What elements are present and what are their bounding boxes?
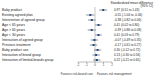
x-tick-label: -2: [77, 63, 80, 67]
row-label: Baby product use: [2, 48, 29, 52]
favours-left: Favours risk-based care: [61, 72, 94, 76]
point-estimate: [97, 34, 99, 36]
chart: Standardized mean difference(95% CI)-2-1…: [0, 0, 155, 80]
marks: [86, 9, 107, 61]
row-label: Previous treatment: [2, 43, 31, 47]
header: (95% CI): [140, 4, 153, 8]
ci-text: 0.41 (0.02 to 0.80): [114, 23, 139, 27]
ci-line: [86, 15, 94, 16]
row-label: Interaction of agreed group: [2, 38, 43, 42]
point-estimate: [93, 39, 95, 41]
point-estimate: [91, 29, 93, 31]
ci-line: [88, 30, 96, 31]
ci-line: [94, 50, 101, 51]
ci-text: -0.17 (-0.61 to 0.27): [114, 43, 141, 47]
ci-text: -0.07 (-0.49 to 0.35): [114, 38, 141, 42]
ci-text: 0.97 (0.51 to 1.43): [114, 8, 139, 12]
point-estimate: [95, 54, 97, 56]
x-tick-label: 1: [103, 63, 105, 67]
point-estimate: [96, 59, 98, 61]
point-estimate: [97, 24, 99, 26]
ci-text: 0.30 (-0.12 to 0.72): [114, 48, 140, 52]
ci-line: [91, 40, 98, 41]
point-estimate: [102, 9, 104, 11]
point-estimate: [93, 44, 95, 46]
ci-line: [92, 55, 99, 56]
ci-line: [90, 45, 97, 46]
x-tick-label: 2: [111, 63, 113, 67]
x-tick-label: -1: [85, 63, 88, 67]
row-label: Intervention of agreed group: [2, 18, 45, 22]
x-tick-label: 0: [94, 63, 96, 67]
favours-right: Favours risk management: [97, 72, 132, 76]
ci-line: [95, 25, 102, 26]
ci-line: [99, 10, 107, 11]
ci-text: 0.41 (0.03 to 0.79): [114, 33, 139, 37]
row-label: Interaction of brand group: [2, 53, 41, 57]
row-label: Age < 65 years: [2, 23, 25, 27]
ci-line: [95, 35, 101, 36]
point-estimate: [91, 19, 93, 21]
row-label: Interaction of limited-brands group: [2, 58, 54, 62]
null-line: [95, 7, 96, 62]
ci-text: 0.22 (-0.21 to 0.65): [114, 58, 140, 62]
ci-text: 0.13 (-0.30 to 0.56): [114, 53, 140, 57]
ci-text: -0.39 (-0.86 to 0.08): [114, 28, 141, 32]
ci-line: [93, 60, 100, 61]
point-estimate: [97, 49, 99, 51]
ci-line: [88, 20, 95, 21]
ci-text: -0.38 (-0.82 to 0.06): [114, 18, 141, 22]
ci-text: -0.55 (-1.04 to -0.06): [114, 13, 142, 17]
row-label: Age > 65 years: [2, 28, 25, 32]
row-label: Baby product: [2, 8, 22, 12]
point-estimate: [89, 14, 91, 16]
row-label: Age < 30 years: [2, 33, 25, 37]
row-label: Existing agreed plan: [2, 13, 33, 17]
